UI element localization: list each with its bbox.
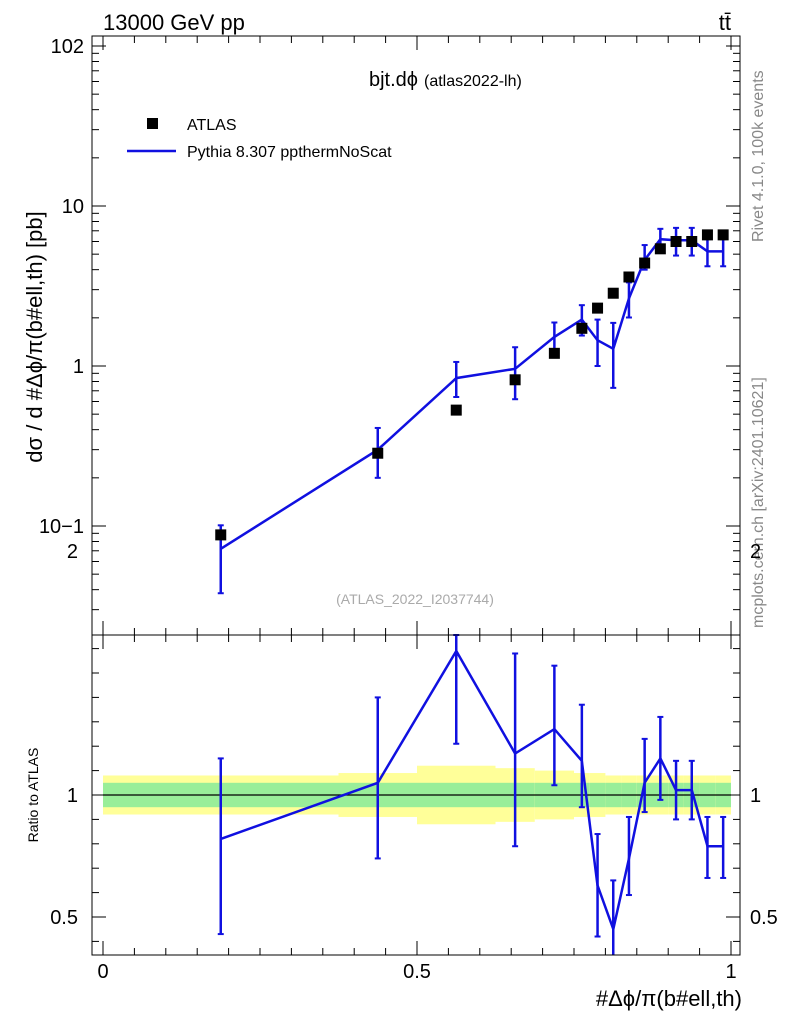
atlas-data-point <box>686 235 698 247</box>
x-axis-label: #Δϕ/π(b#ell,th) <box>596 986 742 1011</box>
y-tick-label: 10−1 <box>39 516 84 538</box>
rivet-label: Rivet 4.1.0, 100k events <box>750 70 767 242</box>
legend-atlas-marker <box>147 118 158 129</box>
energy-label: 13000 GeV pp <box>103 10 245 35</box>
ratio-y-tick-label-right: 0.5 <box>750 907 778 929</box>
ratio-panel: 0.5 0.5 1 1 2 2 0 0.5 1 Ratio to ATLAS <box>25 541 778 983</box>
atlas-data-point <box>509 374 521 386</box>
ratio-y-tick-label: 2 <box>67 541 78 563</box>
ratio-ylabel: Ratio to ATLAS <box>25 748 41 843</box>
atlas-data-point <box>623 271 635 283</box>
ratio-y-tick-label-right: 2 <box>750 541 761 563</box>
main-plot-content <box>215 226 729 595</box>
atlas-data-point <box>215 529 227 541</box>
atlas-data-point <box>717 229 729 241</box>
atlas-data-point <box>670 235 682 247</box>
atlas-data-point <box>607 287 619 299</box>
main-ylabel-text: dσ / d #Δϕ/π(b#ell,th) [pb] <box>22 211 47 462</box>
ratio-series-line <box>220 648 724 934</box>
atlas-data-point <box>654 243 666 255</box>
main-axis-ticks: 10−1 1 10 102 <box>39 36 740 635</box>
atlas-data-point <box>372 447 384 459</box>
atlas-data-point <box>701 229 713 241</box>
analysis-id: (ATLAS_2022_I2037744) <box>336 591 494 607</box>
x-tick-label: 0 <box>97 961 108 983</box>
ratio-frame <box>91 634 741 956</box>
ratio-y-tick-label: 1 <box>67 785 78 807</box>
atlas-data-point <box>639 257 651 269</box>
main-ylabel: dσ / d #Δϕ/π(b#ell,th) [pb] <box>22 211 47 462</box>
legend-pythia-label: Pythia 8.307 ppthermNoScat <box>187 144 392 161</box>
legend-atlas-label: ATLAS <box>187 117 237 134</box>
mcplots-label: mcplots.cern.ch [arXiv:2401.10621] <box>750 377 767 628</box>
ratio-axis-ticks: 0.5 0.5 1 1 2 2 0 0.5 1 <box>50 541 778 983</box>
main-panel: bjt.dϕ (atlas2022-lh) (ATLAS_2022_I20377… <box>39 35 741 636</box>
pythia-series-line <box>220 237 724 550</box>
chart-title: bjt.dϕ <box>369 69 418 91</box>
atlas-data-point <box>450 404 462 416</box>
legend: ATLAS Pythia 8.307 ppthermNoScat <box>127 117 392 161</box>
atlas-data-point <box>548 347 560 359</box>
ratio-y-tick-label: 0.5 <box>50 907 78 929</box>
y-tick-label: 10 <box>62 196 84 218</box>
chart-subtitle: (atlas2022-lh) <box>424 73 522 90</box>
x-tick-label: 1 <box>725 961 736 983</box>
x-tick-label: 0.5 <box>403 961 431 983</box>
process-label: tt̄ <box>719 10 731 35</box>
y-tick-label: 1 <box>73 356 84 378</box>
atlas-data-point <box>592 302 604 314</box>
ratio-plot-content <box>103 634 731 955</box>
ratio-y-tick-label-right: 1 <box>750 785 761 807</box>
atlas-data-point <box>576 322 588 334</box>
y-tick-label: 102 <box>51 36 84 58</box>
